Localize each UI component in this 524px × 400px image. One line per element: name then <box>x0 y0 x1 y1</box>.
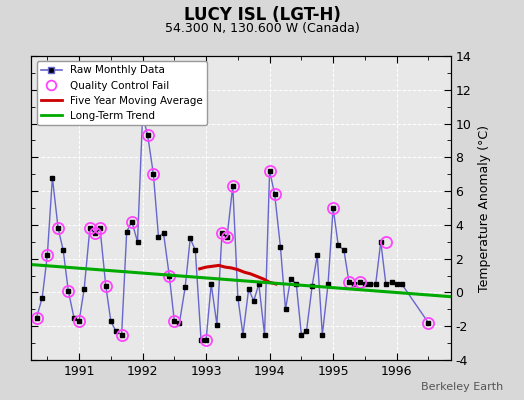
Text: LUCY ISL (LGT-H): LUCY ISL (LGT-H) <box>183 6 341 24</box>
Legend: Raw Monthly Data, Quality Control Fail, Five Year Moving Average, Long-Term Tren: Raw Monthly Data, Quality Control Fail, … <box>37 61 207 125</box>
Text: 54.300 N, 130.600 W (Canada): 54.300 N, 130.600 W (Canada) <box>165 22 359 35</box>
Text: Berkeley Earth: Berkeley Earth <box>421 382 503 392</box>
Y-axis label: Temperature Anomaly (°C): Temperature Anomaly (°C) <box>478 124 492 292</box>
